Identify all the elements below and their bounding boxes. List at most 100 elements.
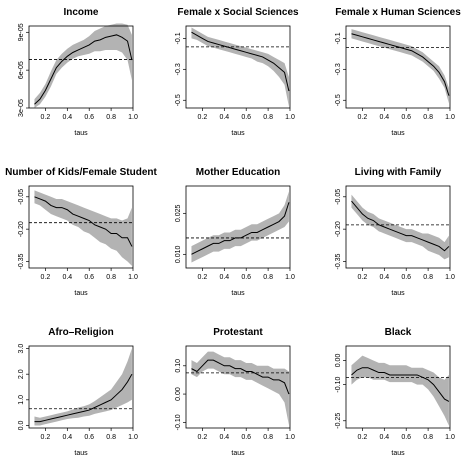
x-axis-label: taus [74, 450, 88, 457]
panel-4: Number of Kids/Female Student 0.2 0.4 0.6 0.… [5, 167, 157, 297]
panel-5: Mother Education 0.2 0.4 0.6 0.8 1.0 0.010 0.02… [175, 167, 295, 297]
confidence-band [34, 190, 132, 266]
panel-title: Female x Human Sciences [335, 7, 461, 18]
x-axis-label: taus [74, 290, 88, 297]
y-tick-label: -0.25 [335, 413, 342, 429]
y-tick-label: -0.20 [18, 221, 25, 237]
x-tick-label: 1.0 [128, 114, 138, 121]
x-axis-label: taus [231, 290, 245, 297]
x-tick-label: 0.2 [41, 274, 51, 281]
x-tick-label: 0.6 [84, 434, 94, 441]
plot-frame [345, 25, 451, 109]
x-tick-label: 0.8 [263, 434, 273, 441]
y-tick-label: 0.00 [175, 387, 182, 401]
x-tick-label: 1.0 [128, 274, 138, 281]
panel-9: Black 0.2 0.4 0.6 0.8 1.0 0.00 -0.10 -0.25 taus [335, 327, 455, 457]
y-tick-label: -0.5 [335, 94, 342, 106]
y-tick-label: 2.0 [18, 369, 25, 379]
panel-7: Afro–Religion 0.2 0.4 0.6 0.8 1.0 0.0 1.0 2.0 3.0… [18, 327, 138, 457]
x-tick-label: 1.0 [445, 434, 455, 441]
estimate-line [351, 200, 450, 252]
panel-title: Female x Social Sciences [177, 7, 299, 18]
estimate-line [351, 33, 450, 96]
panel-3: Female x Human Sciences 0.2 0.4 0.6 0.8 1.0 -0… [335, 7, 461, 137]
x-tick-label: 0.4 [219, 274, 229, 281]
y-tick-label: -0.1 [175, 32, 182, 44]
plot-frame [185, 25, 291, 109]
confidence-band [191, 27, 289, 107]
x-tick-label: 0.6 [84, 114, 94, 121]
x-tick-label: 0.4 [219, 114, 229, 121]
x-axis-label: taus [74, 130, 88, 137]
x-tick-label: 0.2 [198, 434, 208, 441]
confidence-band [34, 348, 132, 426]
x-tick-label: 0.6 [241, 434, 251, 441]
x-tick-label: 0.4 [379, 114, 389, 121]
x-tick-label: 0.8 [263, 114, 273, 121]
plot-frame [28, 345, 134, 429]
y-tick-label: 0.025 [175, 204, 182, 222]
panel-6: Living with Family 0.2 0.4 0.6 0.8 1.0 -0.05 -0… [335, 167, 455, 297]
y-tick-label: -0.5 [175, 94, 182, 106]
plot-frame [345, 345, 451, 429]
x-tick-label: 0.6 [401, 274, 411, 281]
estimate-line [191, 31, 290, 92]
y-tick-label: -0.10 [335, 377, 342, 393]
x-axis-label: taus [391, 450, 405, 457]
panel-title: Income [63, 7, 98, 18]
x-tick-label: 0.2 [358, 434, 368, 441]
estimate-line [191, 202, 290, 255]
confidence-band [351, 355, 449, 426]
x-tick-label: 0.6 [401, 114, 411, 121]
confidence-band [191, 351, 289, 426]
x-tick-label: 0.6 [84, 274, 94, 281]
panel-8: Protestant 0.2 0.4 0.6 0.8 1.0 0.10 0.00 -0.10 ta… [175, 327, 295, 457]
x-tick-label: 0.4 [379, 274, 389, 281]
x-tick-label: 0.2 [198, 114, 208, 121]
x-tick-label: 0.8 [423, 274, 433, 281]
y-tick-label: -0.20 [335, 221, 342, 237]
estimate-line [34, 196, 133, 247]
x-tick-label: 0.4 [379, 434, 389, 441]
x-tick-label: 0.2 [358, 114, 368, 121]
panel-title: Black [385, 327, 412, 338]
estimate-line [191, 359, 290, 395]
y-tick-label: 3e-05 [18, 99, 25, 117]
panel-title: Mother Education [196, 167, 280, 178]
y-tick-label: 0.00 [335, 354, 342, 368]
x-tick-label: 1.0 [285, 434, 295, 441]
confidence-band [34, 23, 132, 109]
confidence-band [351, 29, 449, 104]
y-tick-label: -0.05 [335, 189, 342, 205]
x-tick-label: 1.0 [445, 274, 455, 281]
x-tick-label: 0.8 [423, 114, 433, 121]
x-tick-label: 0.8 [263, 274, 273, 281]
y-tick-label: -0.3 [175, 63, 182, 75]
y-tick-label: 0.010 [175, 245, 182, 263]
y-tick-label: 0.10 [175, 359, 182, 373]
y-tick-label: -0.1 [335, 32, 342, 44]
panel-2: Female x Social Sciences 0.2 0.4 0.6 0.8 1.0 -… [175, 7, 299, 137]
x-tick-label: 0.8 [106, 114, 116, 121]
y-tick-label: -0.35 [18, 253, 25, 269]
estimate-line [34, 34, 133, 105]
plot-frame [345, 185, 451, 269]
y-tick-label: -0.35 [335, 253, 342, 269]
panel-title: Number of Kids/Female Student [5, 167, 157, 178]
panel-title: Protestant [213, 327, 263, 338]
x-tick-label: 0.8 [423, 434, 433, 441]
panel-title: Afro–Religion [48, 327, 114, 338]
plot-frame [185, 185, 291, 269]
x-axis-label: taus [231, 450, 245, 457]
y-tick-label: -0.10 [175, 414, 182, 430]
x-tick-label: 0.4 [219, 434, 229, 441]
x-tick-label: 1.0 [445, 114, 455, 121]
x-axis-label: taus [231, 130, 245, 137]
x-tick-label: 0.8 [106, 434, 116, 441]
y-tick-label: 1.0 [18, 395, 25, 405]
y-tick-label: 0.0 [18, 420, 25, 430]
x-tick-label: 0.2 [41, 114, 51, 121]
x-tick-label: 1.0 [128, 434, 138, 441]
x-tick-label: 0.6 [401, 434, 411, 441]
